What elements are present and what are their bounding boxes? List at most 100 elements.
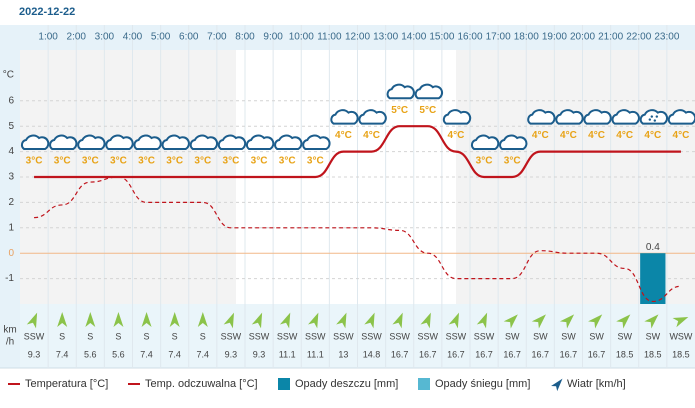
cloud [133, 134, 162, 150]
weather-icon [442, 109, 472, 125]
y-tick-label: -1 [5, 273, 14, 284]
temperature-label: 3°C [279, 156, 296, 167]
snow-dot [655, 115, 659, 118]
wind-arrow [308, 312, 319, 329]
cloud [583, 109, 612, 125]
wind-direction: SSW [277, 331, 298, 341]
bar-label: 0.4 [646, 242, 660, 253]
wind-direction: S [172, 331, 178, 341]
cloud [414, 83, 444, 100]
wind-speed: 9.3 [28, 349, 41, 359]
weather-icon [274, 134, 303, 150]
wind-unit: /h [6, 337, 14, 348]
wind-arrow [364, 312, 375, 329]
weather-icon [217, 134, 247, 150]
temperature-label: 3°C [223, 156, 240, 167]
wind-speed: 18.5 [616, 349, 634, 359]
wind-direction: SW [505, 331, 520, 341]
wind-unit: km [3, 325, 16, 336]
wind-speed: 14.8 [363, 349, 381, 359]
wind-speed: 16.7 [532, 349, 550, 359]
y-tick-label: 0 [8, 248, 14, 259]
wind-direction: SSW [305, 331, 326, 341]
hour-row [0, 25, 695, 50]
weather-icon [555, 109, 584, 125]
wind-direction: SSW [474, 331, 495, 341]
temperature-label: 3°C [194, 156, 211, 167]
x-tick-label: 22:00 [626, 32, 651, 43]
temperature-label: 4°C [448, 130, 465, 141]
wind-arrow [85, 312, 96, 327]
y-tick-label: 1 [8, 222, 14, 233]
temperature-label: 3°C [82, 156, 99, 167]
wind-speed: 16.7 [503, 349, 521, 359]
wind-speed: 5.6 [112, 349, 125, 359]
snow-dot [648, 118, 652, 121]
cloud [358, 109, 387, 125]
wind-arrow [141, 312, 152, 327]
wind-speed: 11.1 [279, 349, 296, 359]
wind-speed: 16.7 [475, 349, 493, 359]
legend-swatch [278, 378, 290, 390]
y-tick-label: 6 [8, 95, 14, 106]
x-tick-label: 5:00 [151, 32, 171, 43]
cloud [161, 134, 190, 150]
temperature-label: 4°C [644, 130, 661, 141]
x-tick-label: 15:00 [429, 32, 454, 43]
x-tick-label: 8:00 [235, 32, 255, 43]
wind-direction: SSW [361, 331, 382, 341]
wind-arrow [588, 314, 603, 329]
x-tick-label: 10:00 [289, 32, 314, 43]
wind-arrow [251, 312, 263, 329]
wind-arrow [392, 312, 403, 329]
wind-direction: SSW [249, 331, 270, 341]
wind-direction: S [200, 331, 206, 341]
cloud [189, 134, 219, 150]
wind-arrow [336, 312, 347, 329]
temperature-label: 3°C [166, 156, 183, 167]
temperature-label: 4°C [335, 130, 352, 141]
x-tick-label: 12:00 [345, 32, 370, 43]
wind-direction: S [144, 331, 150, 341]
wind-speed: 7.4 [140, 349, 153, 359]
wind-arrow [26, 312, 38, 329]
wind-arrow [57, 312, 68, 327]
x-tick-label: 19:00 [542, 32, 567, 43]
wind-arrow [644, 314, 659, 329]
date: 2022-12-22 [19, 6, 75, 18]
temperature-label: 5°C [391, 105, 408, 116]
y-tick-label: 2 [8, 197, 14, 208]
weather-icon [302, 134, 331, 150]
wind-speed: 7.4 [56, 349, 69, 359]
wind-direction: SW [617, 331, 632, 341]
cloud [105, 134, 134, 150]
weather-icon [386, 83, 415, 100]
wind-direction: SSW [24, 331, 45, 341]
wind-direction: S [115, 331, 121, 341]
x-tick-label: 6:00 [179, 32, 199, 43]
x-tick-label: 1:00 [38, 32, 58, 43]
cloud [245, 134, 275, 150]
wind-direction: WSW [669, 331, 692, 341]
legend-swatch [418, 378, 430, 390]
x-tick-label: 16:00 [457, 32, 482, 43]
left-strip [0, 25, 20, 368]
cloud [555, 109, 584, 125]
weather-icon [20, 134, 50, 150]
wind-speed: 18.5 [672, 349, 690, 359]
x-tick-label: 13:00 [373, 32, 398, 43]
temperature-label: 3°C [54, 156, 71, 167]
weather-icon [499, 134, 528, 150]
wind-direction: SSW [418, 331, 439, 341]
legend-label: Temperatura [°C] [25, 378, 108, 390]
wind-direction: SSW [446, 331, 467, 341]
wind-direction: SW [533, 331, 548, 341]
legend-label: Temp. odczuwalna [°C] [145, 378, 258, 390]
wind-arrow [420, 312, 431, 329]
cloud [667, 109, 695, 125]
wind-arrow [672, 316, 689, 328]
x-tick-label: 18:00 [514, 32, 539, 43]
wind-direction: SW [561, 331, 576, 341]
y-tick-label: 5 [8, 121, 14, 132]
